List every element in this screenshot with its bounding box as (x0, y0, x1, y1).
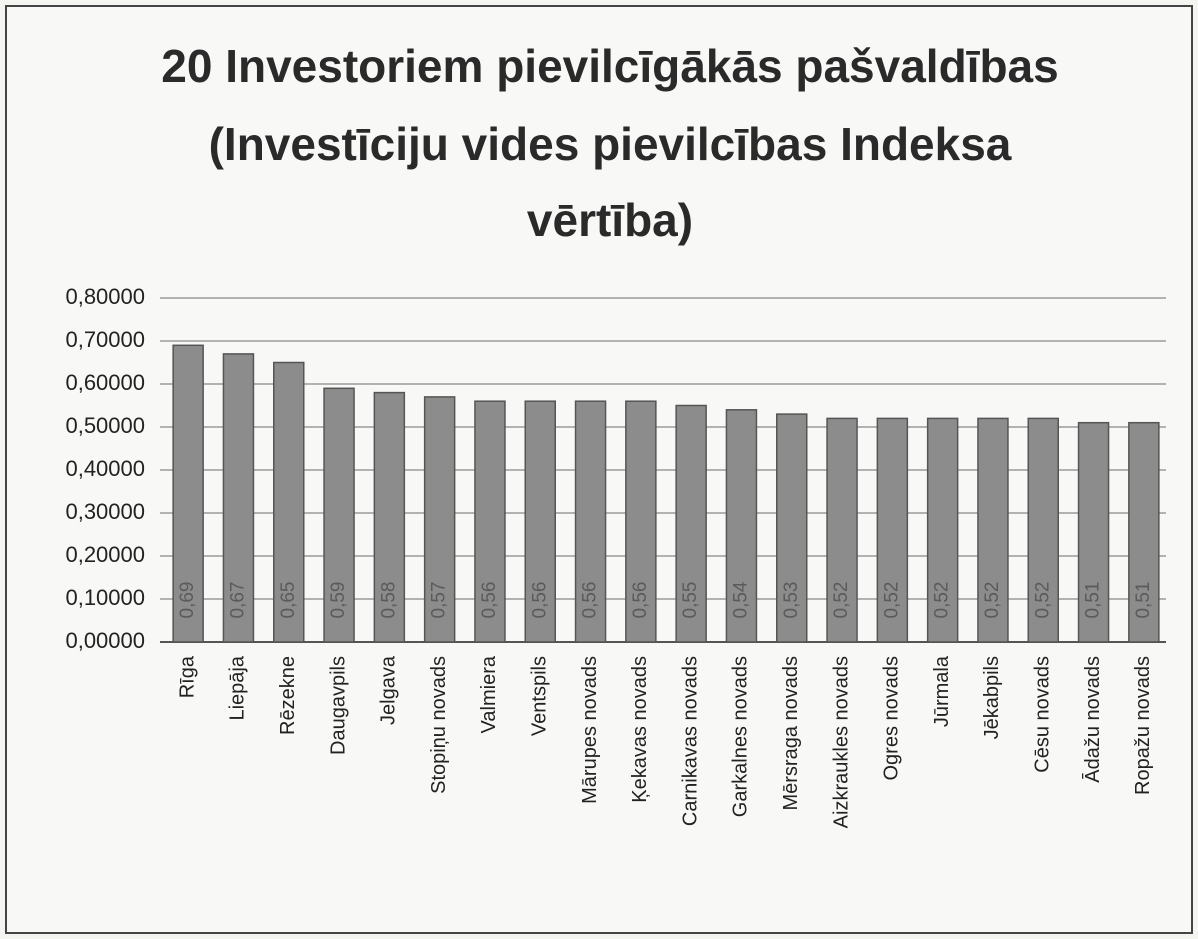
data-label: 0,58 (378, 582, 399, 619)
data-label: 0,56 (580, 582, 601, 619)
x-tick-label: Cēsu novads (1032, 656, 1054, 773)
bar (373, 391, 406, 643)
x-tick-label: Ķekavas novads (629, 656, 651, 803)
x-tick-label: Mērsraga novads (780, 656, 802, 811)
bar (776, 413, 808, 643)
x-tick-label: Ādažu novads (1081, 656, 1104, 783)
bar (977, 417, 1009, 643)
bar (625, 400, 657, 643)
chart-title: 20 Investoriem pievilcīgākās pašvaldības (161, 40, 1058, 92)
bar (423, 396, 456, 643)
bar (675, 404, 707, 643)
bar (172, 344, 204, 643)
x-tick-label: Carnikavas novads (679, 656, 701, 826)
data-label: 0,54 (730, 581, 751, 618)
x-tick-label: Valmiera (478, 655, 500, 733)
y-tick-label: 0,20000 (65, 542, 145, 567)
x-tick-label: Jēkabpils (981, 656, 1003, 739)
bar (1077, 421, 1110, 643)
y-tick-label: 0,50000 (65, 413, 145, 438)
bar (725, 409, 758, 643)
data-label: 0,57 (429, 582, 450, 619)
x-tick-label: Jelgava (378, 655, 400, 725)
y-tick-label: 0,00000 (65, 628, 145, 653)
x-tick-label: Daugavpils (327, 656, 349, 755)
data-label: 0,56 (479, 582, 500, 619)
y-tick-label: 0,80000 (65, 284, 145, 309)
data-label: 0,51 (1083, 582, 1104, 619)
y-tick-label: 0,10000 (65, 585, 145, 610)
data-label: 0,52 (831, 582, 852, 619)
data-label: 0,55 (680, 582, 701, 619)
bar (1027, 417, 1059, 643)
data-label: 0,52 (1032, 582, 1053, 619)
bar (273, 361, 305, 643)
data-label: 0,67 (227, 582, 248, 619)
bar (876, 417, 909, 643)
y-tick-label: 0,60000 (65, 370, 145, 395)
x-tick-label: Aizkraukles novads (830, 656, 852, 828)
x-tick-label: Mārupes novads (579, 656, 601, 804)
data-label: 0,52 (881, 582, 902, 619)
y-tick-label: 0,40000 (65, 456, 145, 481)
bar (1128, 421, 1160, 643)
x-tick-label: Stopiņu novads (428, 656, 450, 794)
data-label: 0,52 (982, 582, 1003, 619)
bar (524, 400, 556, 643)
data-label: 0,52 (932, 582, 953, 619)
data-label: 0,65 (278, 582, 299, 619)
bar (926, 417, 959, 643)
x-tick-label: Garkalnes novads (730, 656, 752, 817)
data-label: 0,69 (177, 582, 198, 619)
x-tick-label: Ogres novads (881, 656, 903, 781)
data-label: 0,59 (328, 582, 349, 619)
y-tick-label: 0,30000 (65, 499, 145, 524)
bar (574, 400, 607, 643)
data-label: 0,56 (630, 582, 651, 619)
bar (826, 417, 858, 643)
x-tick-label: Ropažu novads (1132, 656, 1154, 795)
chart-title: (Investīciju vides pievilcības Indeksa (209, 118, 1012, 170)
bar (323, 387, 355, 643)
x-tick-label: Rīga (176, 655, 198, 698)
data-label: 0,51 (1133, 582, 1154, 619)
bar (474, 400, 506, 643)
x-tick-label: Ventspils (529, 656, 551, 736)
data-label: 0,56 (529, 582, 550, 619)
data-label: 0,53 (781, 582, 802, 619)
x-tick-label: Liepāja (227, 655, 249, 720)
y-tick-label: 0,70000 (65, 327, 145, 352)
x-tick-label: Rēzekne (277, 656, 299, 735)
bar (222, 353, 255, 643)
chart-title: vērtība) (527, 194, 693, 246)
x-tick-label: Jūrmala (931, 655, 953, 727)
